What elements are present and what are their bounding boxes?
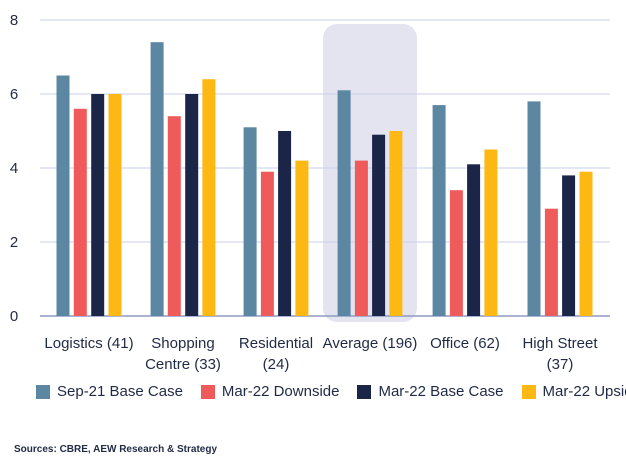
legend-label: Sep-21 Base Case [57, 383, 183, 400]
legend-item-mar22-base: Mar-22 Base Case [357, 383, 504, 400]
bar [372, 134, 386, 316]
bar [243, 127, 257, 316]
y-tick-label: 6 [10, 86, 18, 103]
x-category-label: Shopping [151, 335, 214, 352]
bar [562, 175, 576, 316]
source-note: Sources: CBRE, AEW Research & Strategy [14, 444, 218, 455]
legend-label: Mar-22 Base Case [378, 383, 504, 400]
legend-item-sep21-base: Sep-21 Base Case [36, 383, 183, 400]
legend-swatch [200, 384, 215, 399]
bar [260, 171, 274, 316]
x-category-label: High Street [522, 335, 598, 352]
bar [108, 94, 122, 316]
y-tick-label: 8 [10, 12, 18, 29]
bar [202, 79, 216, 316]
legend-swatch [521, 384, 536, 399]
bar [484, 149, 498, 316]
chart-legend: Sep-21 Base Case Mar-22 Downside Mar-22 … [36, 383, 626, 400]
bar [167, 116, 181, 316]
bar [337, 90, 351, 316]
bar [150, 42, 164, 316]
legend-swatch [357, 384, 372, 399]
bar [295, 160, 309, 316]
y-tick-label: 0 [10, 308, 18, 325]
bar [354, 160, 368, 316]
bar [544, 208, 558, 316]
x-category-label: (37) [547, 356, 574, 373]
x-category-label: Average (196) [323, 335, 418, 352]
x-category-label: Office (62) [430, 335, 500, 352]
legend-item-mar22-downside: Mar-22 Downside [200, 383, 340, 400]
bar [185, 94, 199, 316]
average-highlight-panel [323, 24, 417, 322]
bar [389, 131, 403, 316]
x-category-label: Centre (33) [145, 356, 221, 373]
bar [467, 164, 481, 316]
bar [432, 105, 446, 316]
x-category-label: Logistics (41) [44, 335, 133, 352]
bar [449, 190, 463, 316]
legend-label: Mar-22 Upside [542, 383, 626, 400]
bar [579, 171, 593, 316]
bar-chart: 0 2 4 6 8 Logistics (41) Shopping Centre (33) R… [10, 12, 610, 373]
x-category-label: (24) [263, 356, 290, 373]
x-category-label: Residential [239, 335, 313, 352]
bar [527, 101, 541, 317]
legend-label: Mar-22 Downside [221, 383, 340, 400]
y-tick-label: 2 [10, 234, 18, 251]
bar [56, 75, 70, 316]
bar [278, 131, 292, 316]
y-tick-label: 4 [10, 160, 18, 177]
legend-swatch [36, 384, 50, 399]
bar [73, 108, 87, 316]
legend-item-mar22-upside: Mar-22 Upside [521, 383, 626, 400]
bar [91, 94, 105, 316]
